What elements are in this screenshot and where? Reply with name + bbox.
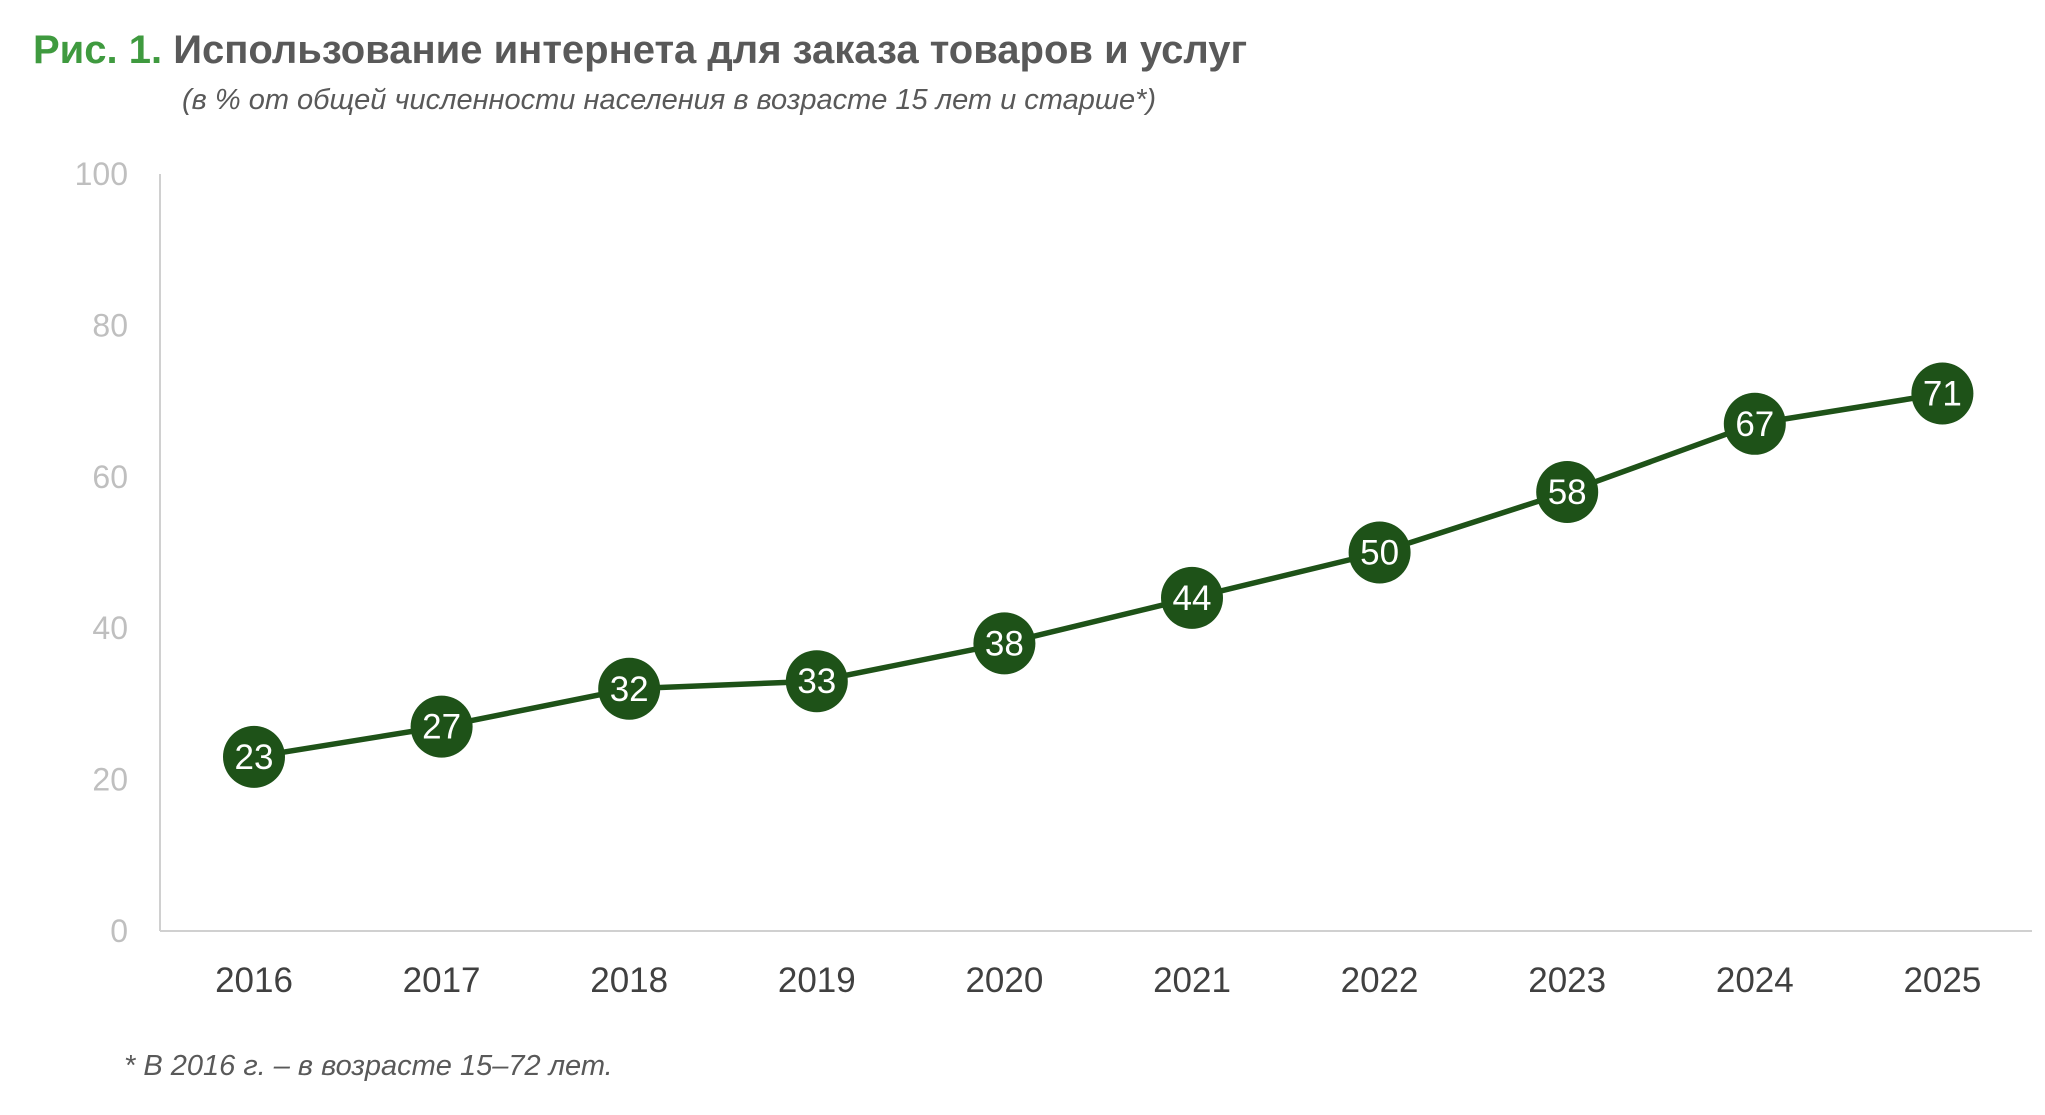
data-point <box>598 657 661 720</box>
x-tick-label: 2021 <box>1153 961 1231 1000</box>
footnote: * В 2016 г. – в возрасте 15–72 лет. <box>124 1050 613 1082</box>
data-label: 33 <box>797 662 836 701</box>
data-label: 27 <box>422 708 461 747</box>
data-point <box>973 612 1036 675</box>
data-label: 71 <box>1923 375 1962 414</box>
data-label: 23 <box>235 738 274 777</box>
title-text: Использование интернета для заказа товар… <box>173 28 1248 72</box>
data-point <box>1536 460 1599 523</box>
x-tick-label: 2020 <box>965 961 1043 1000</box>
data-point <box>1723 392 1786 455</box>
x-tick-label: 2022 <box>1341 961 1419 1000</box>
y-tick-label: 40 <box>92 610 128 646</box>
data-label: 44 <box>1173 579 1212 618</box>
x-tick-label: 2025 <box>1903 961 1981 1000</box>
x-tick-label: 2016 <box>215 961 293 1000</box>
x-tick-label: 2023 <box>1528 961 1606 1000</box>
data-point <box>785 650 848 713</box>
x-tick-label: 2019 <box>778 961 856 1000</box>
x-tick-label: 2017 <box>403 961 481 1000</box>
data-point <box>223 725 285 788</box>
data-point <box>1911 362 1974 425</box>
data-point <box>410 695 473 758</box>
data-label: 50 <box>1360 534 1399 573</box>
y-tick-label: 100 <box>75 156 128 192</box>
y-tick-label: 20 <box>92 762 128 798</box>
y-tick-label: 0 <box>110 913 128 949</box>
data-label: 32 <box>610 670 649 709</box>
data-point <box>1161 566 1223 629</box>
data-label: 67 <box>1735 405 1774 444</box>
chart-subtitle: (в % от общей численности населения в во… <box>182 84 1157 116</box>
x-tick-label: 2018 <box>590 961 668 1000</box>
data-label: 38 <box>985 624 1024 663</box>
data-point <box>1348 521 1411 584</box>
y-tick-label: 80 <box>92 307 128 343</box>
y-tick-label: 60 <box>92 459 128 495</box>
figure-label: Рис. 1. <box>33 28 163 72</box>
chart-title: Рис. 1. Использование интернета для зака… <box>33 28 1247 73</box>
x-tick-label: 2024 <box>1716 961 1794 1000</box>
series-line <box>253 390 1943 760</box>
data-label: 58 <box>1548 473 1587 512</box>
